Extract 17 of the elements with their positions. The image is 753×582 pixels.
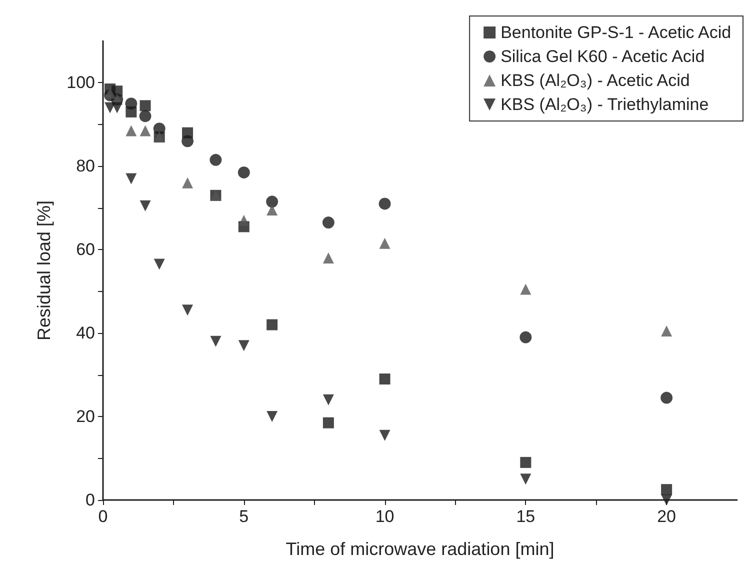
x-tick-label: 0 bbox=[98, 507, 108, 526]
y-tick-label: 60 bbox=[76, 240, 95, 260]
x-tick-label: 10 bbox=[375, 507, 394, 526]
legend-label: Bentonite GP-S-1 - Acetic Acid bbox=[500, 23, 732, 42]
legend-label: KBS (Al₂O₃) - Triethylamine bbox=[500, 95, 709, 114]
y-tick-label: 0 bbox=[86, 490, 95, 510]
x-tick-label: 20 bbox=[657, 507, 676, 526]
x-tick-label: 5 bbox=[239, 507, 249, 526]
y-tick-label: 20 bbox=[76, 407, 95, 426]
y-axis-title: Residual load [%] bbox=[34, 200, 54, 341]
y-tick-label: 40 bbox=[76, 324, 95, 343]
x-tick-label: 15 bbox=[516, 507, 536, 526]
legend-label: KBS (Al₂O₃) - Acetic Acid bbox=[500, 71, 690, 90]
x-axis-title: Time of microwave radiation [min] bbox=[286, 539, 554, 559]
y-tick-label: 100 bbox=[66, 73, 95, 92]
legend-label: Silica Gel K60 - Acetic Acid bbox=[500, 47, 705, 66]
y-tick-label: 80 bbox=[76, 156, 95, 176]
